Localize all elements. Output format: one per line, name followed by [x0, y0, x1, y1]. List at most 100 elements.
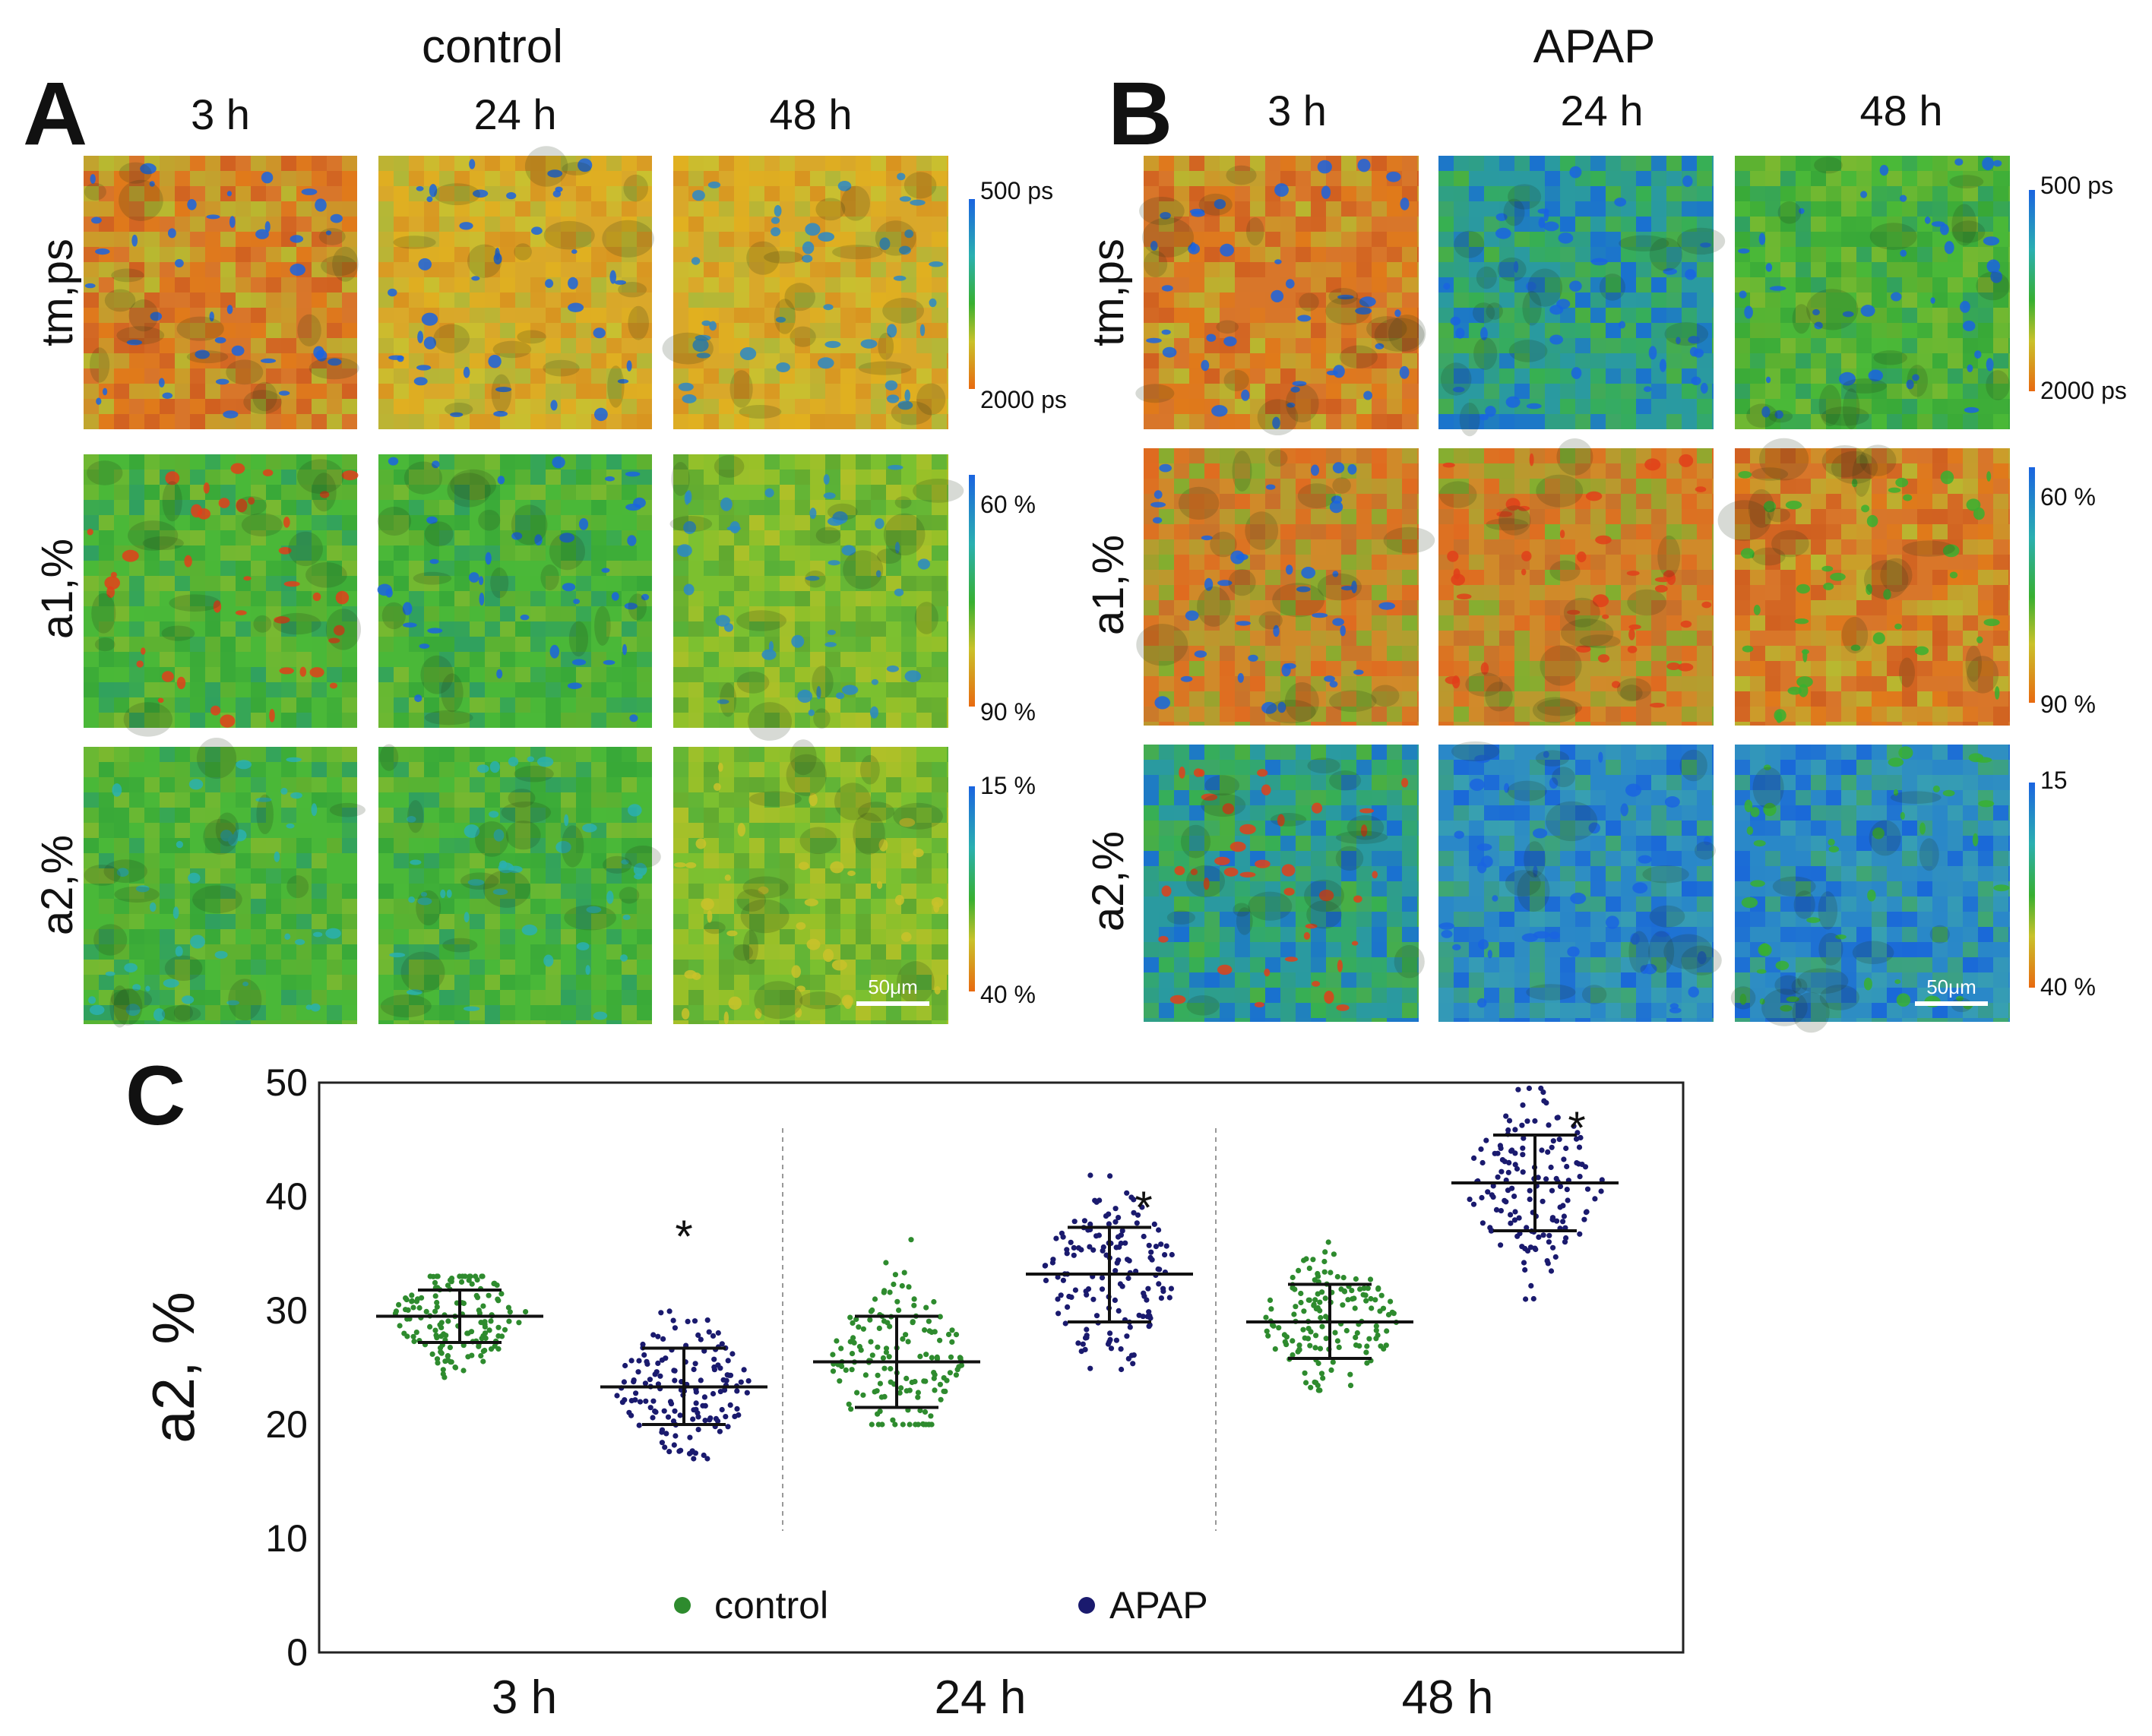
data-point	[633, 1390, 639, 1396]
data-point	[1367, 1276, 1374, 1282]
data-point	[1471, 1155, 1477, 1161]
data-point	[1134, 1220, 1140, 1226]
data-point	[937, 1314, 943, 1320]
data-point	[1352, 1305, 1358, 1311]
data-point	[1522, 1266, 1528, 1273]
data-point	[1347, 1383, 1354, 1389]
data-point	[856, 1343, 862, 1350]
significance-star: *	[675, 1211, 692, 1262]
data-point	[655, 1333, 661, 1339]
data-point	[1561, 1156, 1567, 1162]
legend-control-marker	[674, 1597, 691, 1614]
data-point	[1166, 1295, 1173, 1301]
data-point	[1571, 1123, 1577, 1129]
data-point	[438, 1324, 445, 1330]
data-point	[734, 1406, 740, 1412]
colorbar-a-a1	[969, 475, 975, 707]
data-point	[698, 1377, 704, 1383]
data-point	[445, 1282, 451, 1289]
data-point	[1147, 1315, 1154, 1321]
data-point	[660, 1336, 666, 1342]
data-point	[1564, 1187, 1570, 1193]
data-point	[1540, 1232, 1546, 1238]
data-point	[875, 1411, 881, 1417]
data-point	[875, 1372, 881, 1378]
data-point	[1118, 1240, 1124, 1247]
data-point	[1527, 1244, 1534, 1251]
microscopy-tile	[669, 454, 964, 741]
data-point	[1599, 1177, 1605, 1183]
data-point	[1158, 1241, 1164, 1247]
microscopy-tile	[1730, 745, 2010, 1033]
data-point	[912, 1378, 918, 1385]
data-point	[887, 1323, 893, 1330]
data-point	[1354, 1330, 1360, 1336]
data-point	[448, 1359, 454, 1365]
data-point	[1565, 1197, 1571, 1203]
data-point	[1264, 1328, 1270, 1334]
data-point	[1081, 1218, 1087, 1224]
data-point	[926, 1318, 932, 1324]
data-point	[1296, 1267, 1302, 1273]
data-point	[1119, 1228, 1125, 1234]
x-tick-label: 48 h	[1402, 1671, 1494, 1724]
data-point	[1290, 1338, 1296, 1344]
data-point	[1362, 1292, 1369, 1298]
data-point	[1305, 1297, 1312, 1303]
data-point	[953, 1332, 960, 1338]
data-point	[1364, 1343, 1370, 1349]
data-point	[1099, 1275, 1106, 1281]
data-point	[886, 1354, 892, 1360]
data-point	[693, 1389, 699, 1395]
data-point	[920, 1421, 927, 1428]
data-point	[1546, 1239, 1552, 1245]
data-point	[1146, 1323, 1152, 1330]
data-point	[932, 1387, 938, 1393]
data-point	[1313, 1333, 1319, 1339]
data-point	[445, 1353, 451, 1359]
data-point	[435, 1360, 441, 1366]
data-point	[1068, 1294, 1074, 1300]
data-point	[1328, 1270, 1334, 1276]
data-point	[1574, 1136, 1580, 1142]
data-point	[1526, 1085, 1532, 1092]
microscopy-tile	[1438, 156, 1726, 437]
data-point	[726, 1372, 733, 1378]
data-point	[1552, 1254, 1559, 1260]
data-point	[1331, 1251, 1337, 1257]
data-point	[1271, 1323, 1277, 1329]
data-point	[1145, 1285, 1151, 1292]
data-point	[478, 1353, 484, 1359]
data-point	[1584, 1209, 1590, 1215]
data-point	[1322, 1295, 1328, 1301]
data-point	[690, 1416, 696, 1422]
data-point	[1305, 1336, 1312, 1342]
data-point	[849, 1351, 856, 1357]
data-point	[1276, 1325, 1282, 1331]
microscopy-tile	[84, 454, 361, 737]
data-point	[636, 1422, 642, 1428]
data-point	[850, 1320, 856, 1326]
data-point	[883, 1349, 889, 1355]
data-point	[1538, 1085, 1544, 1092]
data-point	[877, 1380, 883, 1387]
data-point	[695, 1427, 701, 1433]
data-point	[1292, 1286, 1298, 1292]
data-point	[1512, 1162, 1518, 1168]
data-point	[887, 1289, 893, 1295]
data-point	[1312, 1345, 1318, 1351]
data-point	[635, 1369, 641, 1375]
data-point	[666, 1308, 672, 1314]
col-a-3h: 3 h	[191, 90, 250, 138]
data-point	[614, 1393, 620, 1399]
data-point	[393, 1308, 400, 1314]
data-point	[1168, 1285, 1174, 1292]
data-point	[738, 1379, 744, 1385]
data-point	[1300, 1327, 1306, 1333]
microscopy-tile	[84, 738, 366, 1028]
data-point	[908, 1237, 914, 1243]
x-ticks: 3 h 24 h 48 h	[492, 1671, 1493, 1724]
data-point	[1115, 1234, 1122, 1240]
data-point	[1562, 1239, 1568, 1245]
data-point	[687, 1434, 693, 1440]
